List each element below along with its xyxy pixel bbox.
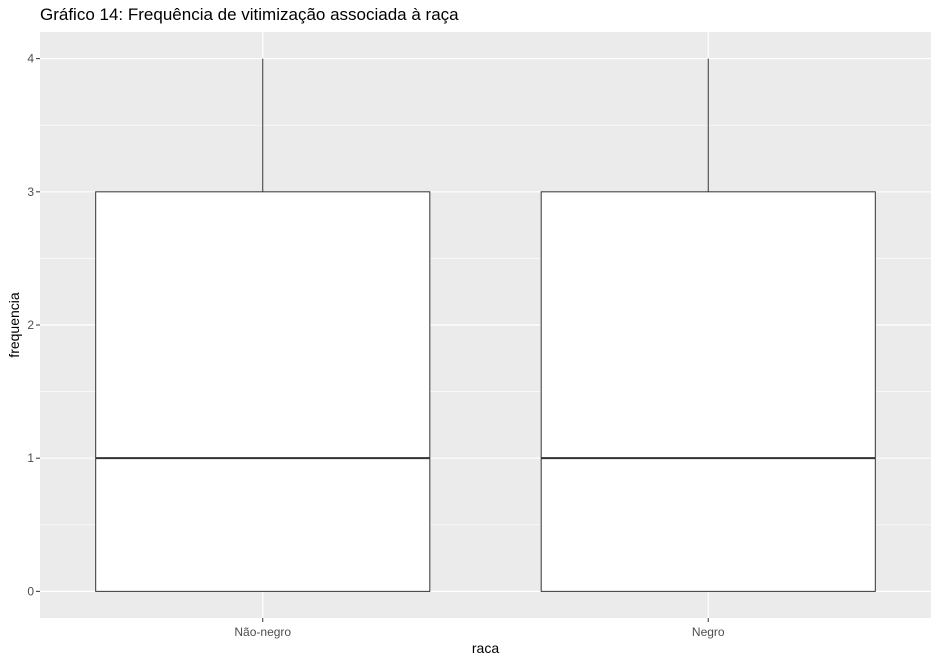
y-tick-label: 0 (27, 584, 34, 598)
box-n-o-negro (95, 58, 431, 592)
y-axis-title: frequencia (6, 292, 22, 358)
x-tick-label: Não-negro (234, 625, 291, 639)
y-tick-label: 2 (27, 318, 34, 332)
y-tick-label: 3 (27, 185, 34, 199)
y-axis: 0 1 2 3 4 (27, 52, 40, 598)
y-tick-label: 4 (27, 52, 34, 66)
interquartile-box (95, 191, 431, 592)
x-axis-title: raca (472, 640, 499, 656)
x-tick-label: Negro (692, 625, 725, 639)
chart-title: Gráfico 14: Frequência de vitimização as… (40, 5, 459, 24)
y-tick-label: 1 (27, 451, 34, 465)
interquartile-box (540, 191, 876, 592)
box-negro (540, 58, 876, 592)
boxes (95, 58, 876, 592)
x-axis: Não-negro Negro (234, 618, 725, 639)
